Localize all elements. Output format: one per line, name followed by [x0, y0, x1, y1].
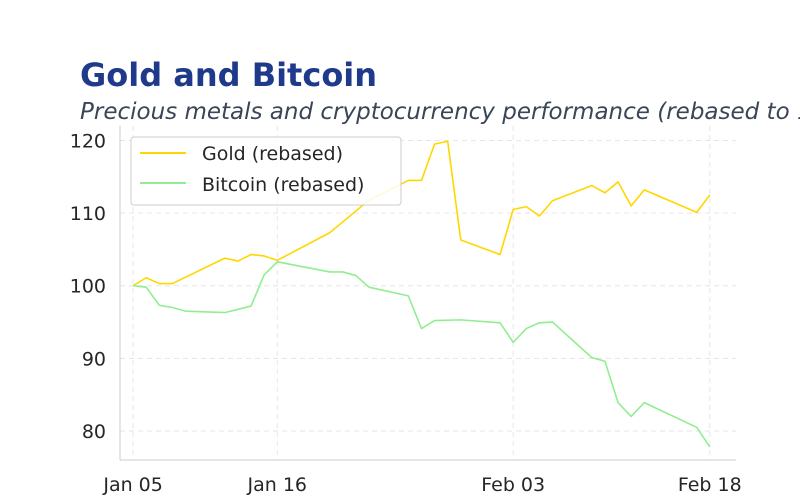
x-axis-ticks: Jan 05 Jan 16 Feb 03 Feb 18 [102, 474, 741, 496]
y-tick-label: 80 [82, 421, 106, 443]
legend: Gold (rebased) Bitcoin (rebased) [130, 136, 402, 206]
legend-label-bitcoin: Bitcoin (rebased) [202, 174, 364, 196]
axes [119, 126, 736, 461]
legend-box [130, 136, 402, 206]
y-tick-label: 120 [70, 131, 106, 153]
chart-title: Gold and Bitcoin [80, 56, 377, 94]
x-tick-label: Jan 16 [247, 474, 308, 496]
x-tick-label: Feb 03 [481, 474, 545, 496]
series-line-bitcoin [133, 260, 711, 448]
x-tick-label: Jan 05 [102, 474, 163, 496]
y-axis-ticks: 80 90 100 110 120 [70, 131, 106, 443]
y-tick-label: 100 [70, 276, 106, 298]
legend-label-gold: Gold (rebased) [202, 143, 343, 165]
chart-subtitle: Precious metals and cryptocurrency perfo… [80, 99, 800, 125]
y-tick-label: 110 [70, 203, 106, 225]
series-line-gold [132, 140, 711, 287]
series-lines [132, 140, 711, 448]
x-tick-label: Feb 18 [678, 474, 742, 496]
y-tick-label: 90 [82, 348, 106, 370]
